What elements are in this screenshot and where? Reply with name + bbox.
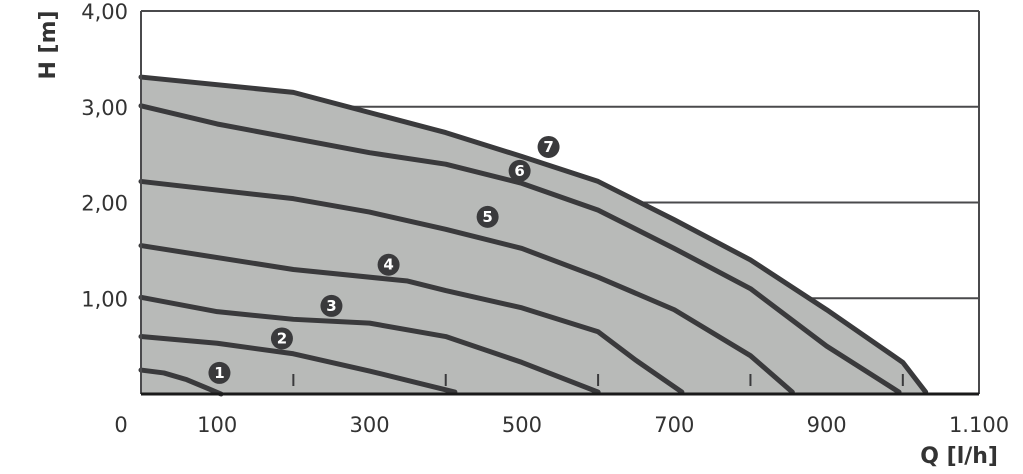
x-tick-label-0: 0	[114, 413, 127, 437]
y-axis-ticks: 1,00 2,00 3,00 4,00	[81, 0, 128, 311]
curve-line-5	[138, 178, 795, 395]
curve-badge-1	[208, 361, 231, 384]
x-tick-label-5: 900	[807, 413, 847, 437]
curve-badge-label-2: 2	[277, 329, 287, 347]
y-tick-label-3: 4,00	[81, 0, 128, 24]
x-tick-label-1: 100	[197, 413, 237, 437]
curve-line-1	[138, 367, 224, 397]
curve-badge-label-1: 1	[214, 364, 224, 382]
y-tick-label-1: 2,00	[81, 192, 128, 216]
area-fill	[141, 77, 926, 394]
curve-line-3	[138, 294, 601, 395]
curve-line-6	[138, 103, 902, 395]
curve-badges: 1 2 3 4 5 6 7	[208, 135, 560, 384]
x-tick-label-6: 1.100	[949, 413, 1009, 437]
curve-lines	[138, 74, 929, 397]
y-tick-label-0: 1,00	[81, 287, 128, 311]
x-tick-label-2: 300	[349, 413, 389, 437]
curve-badge-label-5: 5	[482, 208, 492, 226]
curve-badge-7	[537, 135, 560, 158]
x-tick-label-4: 700	[654, 413, 694, 437]
curve-line-2	[138, 334, 458, 395]
curve-badge-4	[377, 253, 400, 276]
x-axis-ticks: 0 100 300 500 700 900 1.100	[114, 374, 1009, 437]
plot-frame	[140, 11, 980, 396]
curve-badge-label-3: 3	[326, 297, 336, 315]
operating-area	[141, 77, 926, 394]
curve-line-7	[138, 74, 929, 395]
curve-badge-6	[508, 159, 531, 182]
curve-line-4	[138, 243, 685, 395]
curve-badge-3	[320, 294, 343, 317]
y-tick-label-2: 3,00	[81, 96, 128, 120]
curve-badge-label-4: 4	[383, 256, 393, 274]
y-axis-label: H [m]	[36, 10, 61, 79]
curve-badge-5	[476, 205, 499, 228]
curve-badge-label-6: 6	[514, 162, 524, 180]
curve-badge-2	[270, 327, 293, 350]
curve-badge-label-7: 7	[543, 138, 553, 156]
x-axis-label: Q [l/h]	[920, 444, 998, 469]
x-tick-label-3: 500	[502, 413, 542, 437]
